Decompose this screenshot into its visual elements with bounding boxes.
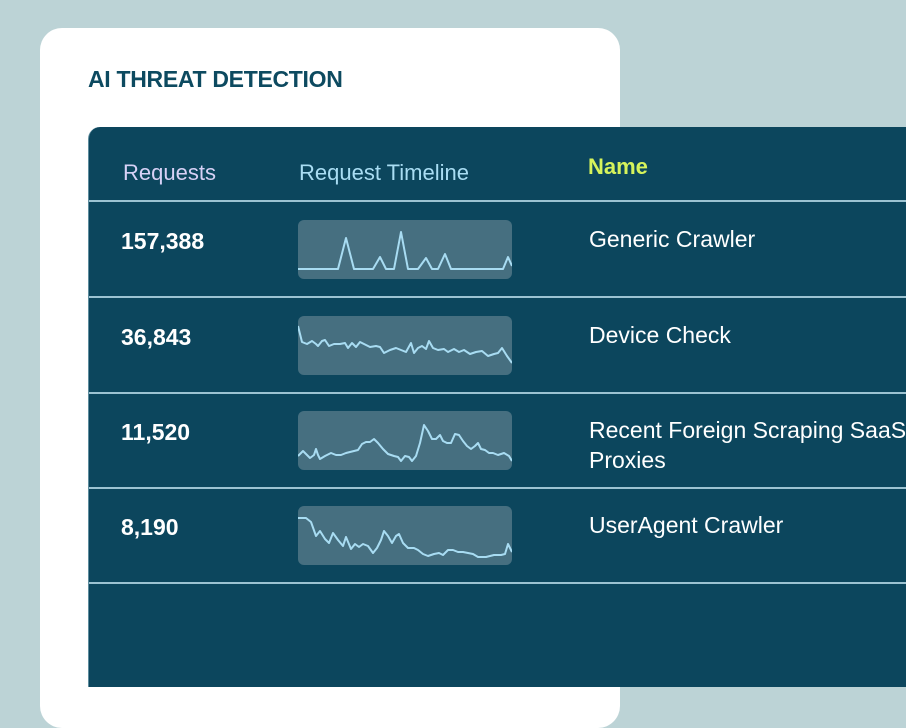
request-count: 11,520 — [121, 419, 191, 445]
request-timeline-sparkline — [298, 411, 512, 470]
request-count: 8,190 — [121, 514, 179, 540]
sparkline-line — [298, 424, 512, 462]
sparkline-line — [298, 325, 512, 364]
bot-name: Device Check — [589, 322, 731, 348]
request-timeline-sparkline — [298, 316, 512, 375]
bot-name: UserAgent Crawler — [589, 512, 784, 538]
table-row[interactable]: 11,520 Recent Foreign Scraping SaaS Prox… — [89, 393, 906, 489]
bot-name: Generic Crawler — [589, 226, 756, 252]
column-header-timeline[interactable]: Request Timeline — [299, 160, 469, 185]
request-count: 36,843 — [121, 324, 192, 350]
sparkline-line — [298, 517, 512, 558]
column-header-name[interactable]: Name — [588, 154, 648, 179]
table-row[interactable]: 157,388 Generic Crawler — [89, 202, 906, 298]
request-timeline-sparkline — [298, 506, 512, 565]
request-timeline-sparkline — [298, 220, 512, 279]
table-row[interactable]: 8,190 UserAgent Crawler — [89, 488, 906, 584]
threat-table: Requests Request Timeline Name 157,388 G… — [88, 127, 906, 687]
column-header-requests[interactable]: Requests — [123, 160, 216, 185]
card-title: AI THREAT DETECTION — [88, 66, 343, 92]
table-header: Requests Request Timeline Name — [89, 127, 906, 202]
sparkline-line — [298, 231, 512, 270]
request-count: 157,388 — [121, 228, 205, 254]
table-row[interactable]: 36,843 Device Check — [89, 298, 906, 394]
bot-name: Recent Foreign Scraping SaaS Proxies — [589, 417, 906, 473]
